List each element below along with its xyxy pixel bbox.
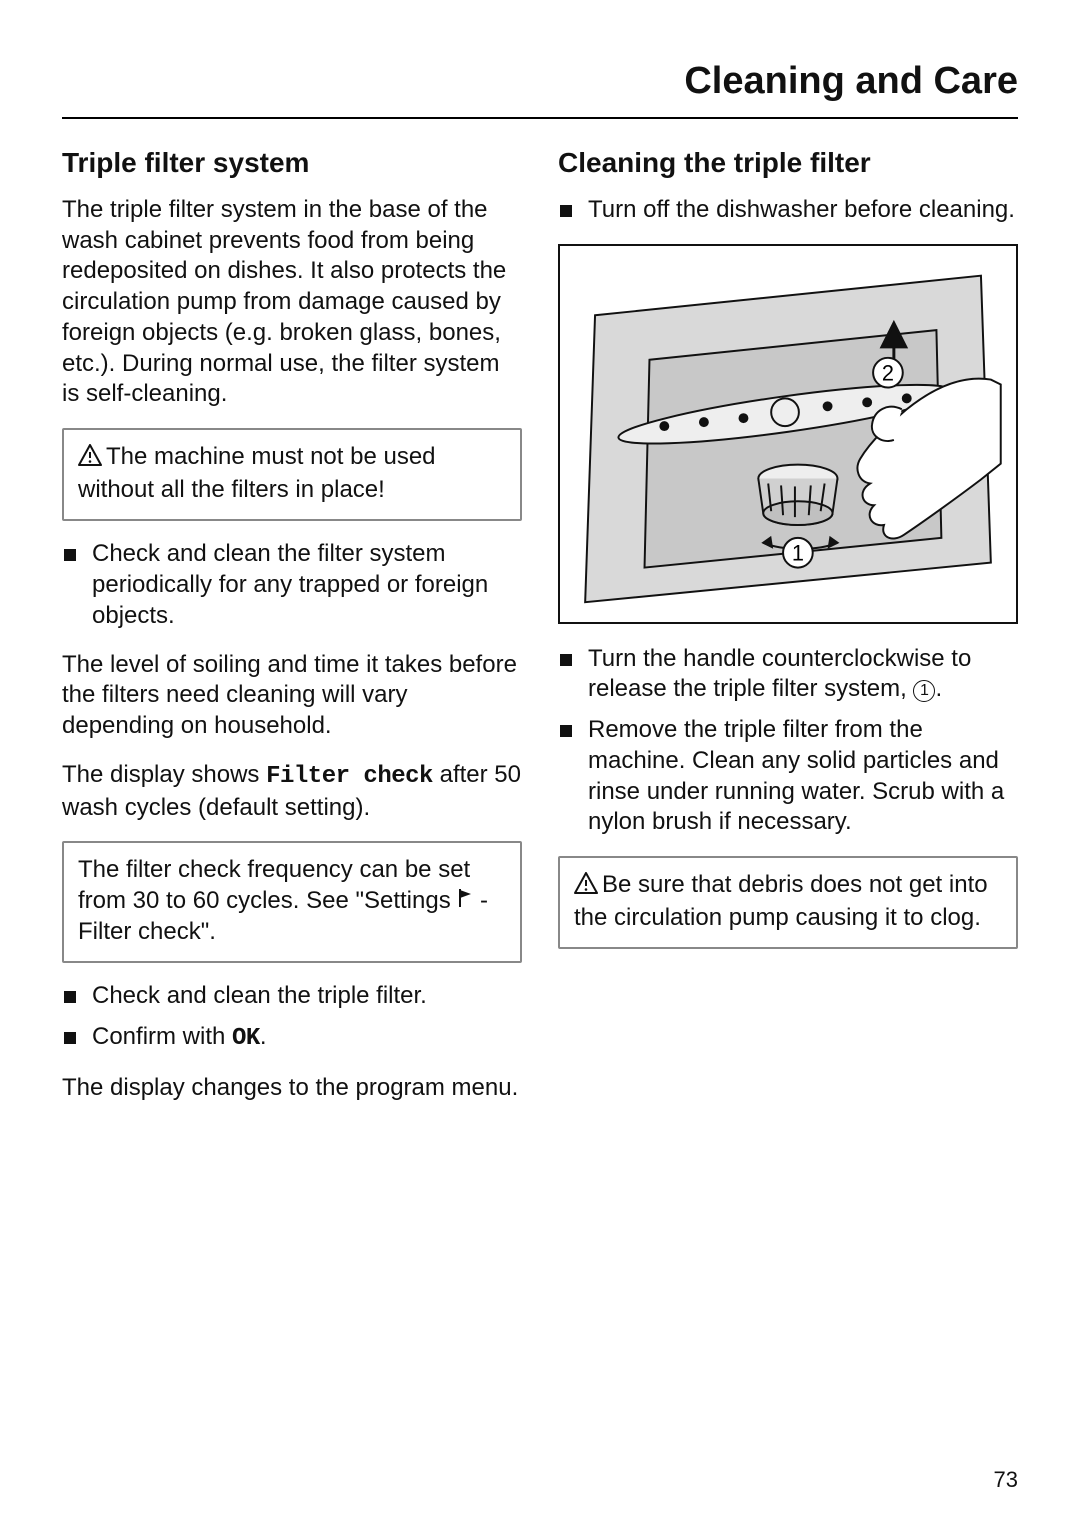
right-list-2: Turn the handle counterclockwise to rele… — [558, 644, 1018, 838]
left-para4: The display changes to the program menu. — [62, 1073, 522, 1104]
left-list-2: Check and clean the triple filter. Confi… — [62, 981, 522, 1054]
flag-icon — [457, 888, 473, 916]
right-bullet-1: Turn off the dishwasher before cleaning. — [558, 195, 1018, 226]
display-text-filter-check: Filter check — [266, 763, 433, 790]
warning-icon — [574, 872, 598, 903]
warning-box-2: Be sure that debris does not get into th… — [558, 856, 1018, 949]
info-box-2-text-a: The filter check frequency can be set fr… — [78, 856, 470, 914]
left-list-1: Check and clean the filter system period… — [62, 539, 522, 631]
right-list-1: Turn off the dishwasher before cleaning. — [558, 195, 1018, 226]
circled-1: 1 — [913, 680, 935, 702]
info-box-2: The filter check frequency can be set fr… — [62, 841, 522, 963]
left-column: Triple filter system The triple filter s… — [62, 147, 522, 1122]
page-number: 73 — [994, 1467, 1018, 1493]
right-heading: Cleaning the triple filter — [558, 147, 1018, 179]
left-bullet-3-b: . — [260, 1023, 267, 1050]
left-bullet-3-a: Confirm with — [92, 1023, 232, 1050]
warning-2-text: Be sure that debris does not get into th… — [574, 871, 988, 931]
left-bullet-3: Confirm with OK. — [62, 1022, 522, 1055]
display-text-ok: OK — [232, 1025, 260, 1052]
right-bullet-2-b: . — [935, 675, 942, 702]
right-bullet-2: Turn the handle counterclockwise to rele… — [558, 644, 1018, 705]
left-para3-a: The display shows — [62, 761, 266, 788]
page-title: Cleaning and Care — [62, 60, 1018, 119]
filter-diagram: 1 2 — [558, 244, 1018, 624]
warning-box-1: The machine must not be used without all… — [62, 428, 522, 521]
left-para1: The triple filter system in the base of … — [62, 195, 522, 410]
callout-1: 1 — [792, 540, 804, 565]
right-column: Cleaning the triple filter Turn off the … — [558, 147, 1018, 1122]
warning-1-text: The machine must not be used without all… — [78, 443, 436, 503]
left-para2: The level of soiling and time it takes b… — [62, 650, 522, 742]
left-bullet-2: Check and clean the triple filter. — [62, 981, 522, 1012]
left-bullet-1: Check and clean the filter system period… — [62, 539, 522, 631]
warning-icon — [78, 444, 102, 475]
left-heading: Triple filter system — [62, 147, 522, 179]
callout-2: 2 — [882, 360, 894, 385]
right-bullet-3: Remove the triple filter from the machin… — [558, 715, 1018, 838]
left-para3: The display shows Filter check after 50 … — [62, 760, 522, 823]
content-columns: Triple filter system The triple filter s… — [62, 147, 1018, 1122]
